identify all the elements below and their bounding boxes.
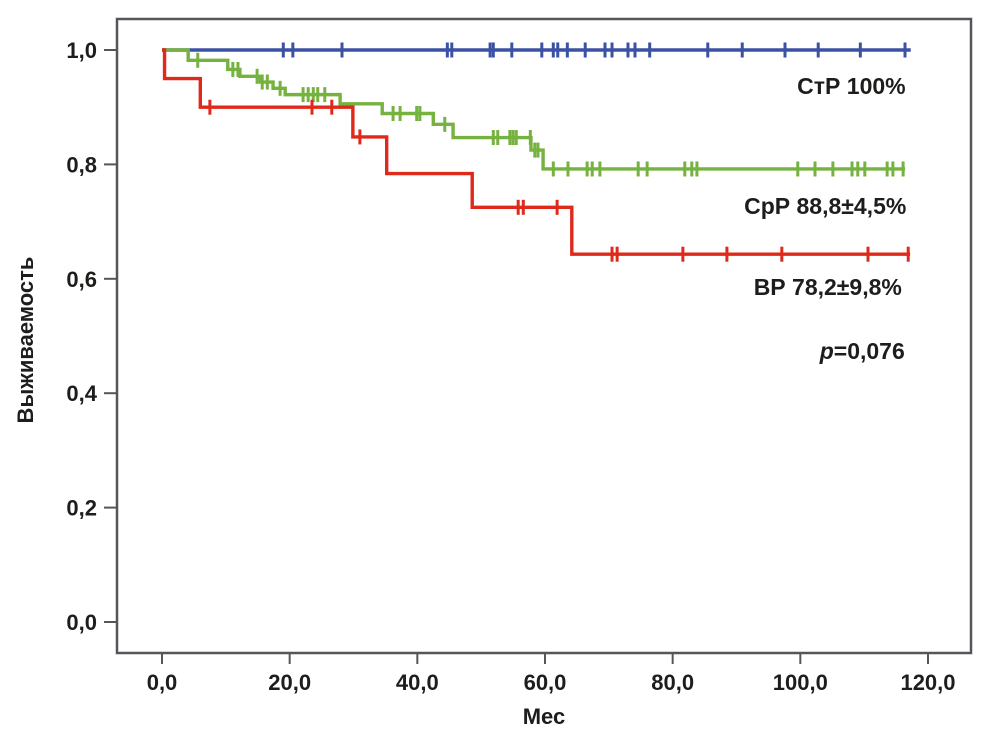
y-axis-tick-label-3: 0,6	[66, 267, 97, 292]
y-axis-tick-label-4: 0,8	[66, 152, 97, 177]
plot-frame	[115, 17, 973, 655]
y-axis-tick-label-2: 0,4	[66, 381, 97, 406]
x-axis-tick-label-2: 40,0	[396, 670, 439, 695]
x-axis-tick-label-1: 20,0	[268, 670, 311, 695]
curve-label-2: ВР 78,2±9,8%	[754, 274, 902, 300]
y-axis-tick-label-1: 0,2	[66, 496, 97, 521]
x-axis-title: Мес	[523, 704, 566, 729]
y-axis-tick-label-5: 1,0	[66, 38, 97, 63]
y-axis-tick-label-0: 0,0	[66, 610, 97, 635]
censor-ticks-2	[208, 99, 910, 262]
x-axis-tick-label-3: 60,0	[524, 670, 567, 695]
p-value-annotation-0: p=0,076	[819, 338, 905, 364]
survival-curve-2	[162, 48, 911, 256]
x-axis-tick-label-5: 100,0	[773, 670, 828, 695]
x-axis-tick-label-0: 0,0	[147, 670, 178, 695]
censor-ticks-0	[281, 42, 907, 58]
curve-label-0: СтР 100%	[797, 73, 905, 99]
curve-label-1: СрР 88,8±4,5%	[744, 193, 906, 219]
censor-ticks-1	[196, 52, 905, 177]
x-axis-tick-label-4: 80,0	[651, 670, 694, 695]
x-axis-tick-label-6: 120,0	[900, 670, 955, 695]
y-axis-title: Выживаемость	[13, 257, 38, 424]
